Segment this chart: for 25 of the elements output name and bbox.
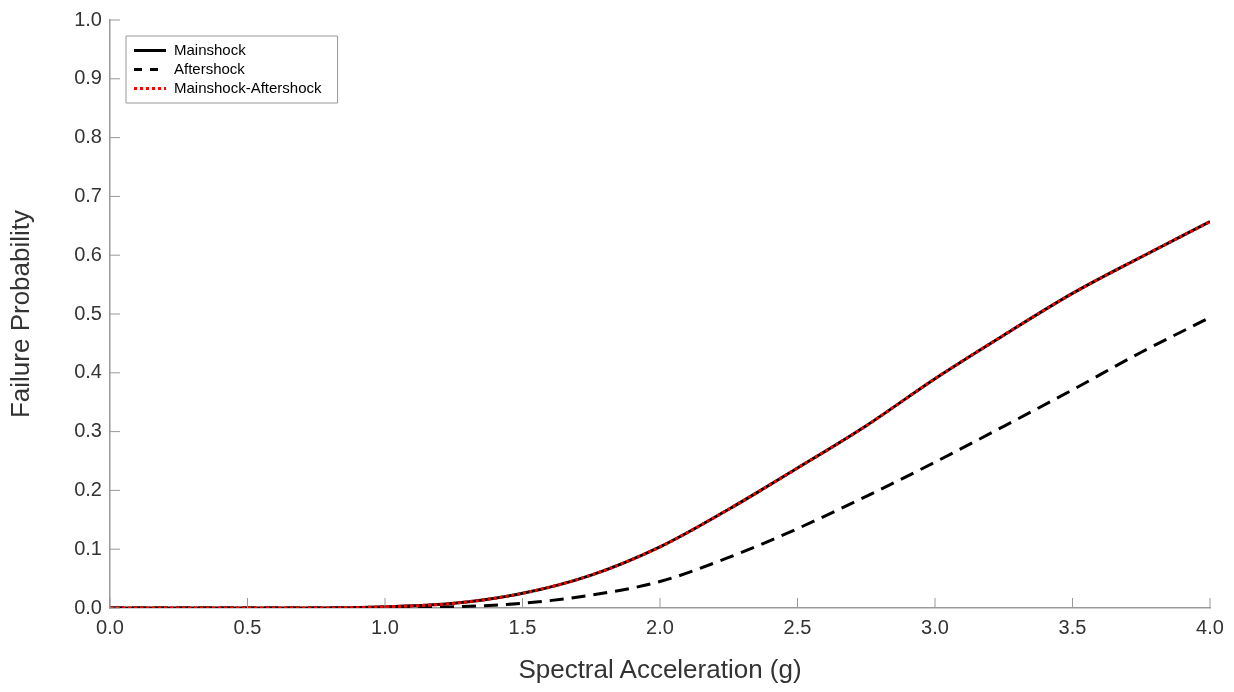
x-tick-label: 0.0 bbox=[96, 615, 124, 638]
y-tick-label: 0.7 bbox=[74, 183, 102, 206]
x-tick-label: 2.0 bbox=[646, 615, 674, 638]
x-tick-label: 1.5 bbox=[508, 615, 537, 638]
y-tick-label: 0.3 bbox=[74, 419, 102, 442]
x-tick-label: 1.0 bbox=[371, 615, 399, 638]
legend-label: Mainshock bbox=[174, 40, 247, 58]
y-tick-label: 0.9 bbox=[74, 66, 102, 89]
y-tick-label: 0.2 bbox=[74, 477, 102, 500]
x-tick-label: 4.0 bbox=[1196, 615, 1224, 638]
x-tick-label: 3.0 bbox=[921, 615, 949, 638]
y-axis-title: Failure Probability bbox=[4, 209, 35, 419]
x-tick-label: 3.5 bbox=[1058, 615, 1087, 638]
x-tick-label: 2.5 bbox=[783, 615, 812, 638]
x-axis-title: Spectral Acceleration (g) bbox=[518, 653, 802, 684]
y-tick-label: 1.0 bbox=[74, 7, 102, 30]
y-tick-label: 0.1 bbox=[74, 536, 102, 559]
legend-label: Aftershock bbox=[174, 59, 246, 77]
y-tick-label: 0.8 bbox=[74, 125, 102, 148]
y-tick-label: 0.0 bbox=[74, 595, 102, 618]
y-tick-label: 0.5 bbox=[74, 301, 102, 324]
y-tick-label: 0.6 bbox=[74, 242, 102, 265]
x-tick-label: 0.5 bbox=[233, 615, 262, 638]
y-tick-label: 0.4 bbox=[74, 360, 102, 383]
legend-label: Mainshock-Aftershock bbox=[174, 78, 323, 96]
